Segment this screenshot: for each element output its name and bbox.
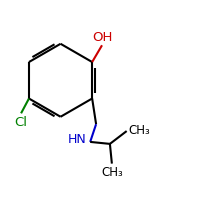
Text: OH: OH (92, 31, 112, 44)
Text: CH₃: CH₃ (101, 166, 123, 179)
Text: HN: HN (67, 133, 86, 146)
Text: CH₃: CH₃ (128, 124, 150, 137)
Text: Cl: Cl (15, 116, 28, 129)
